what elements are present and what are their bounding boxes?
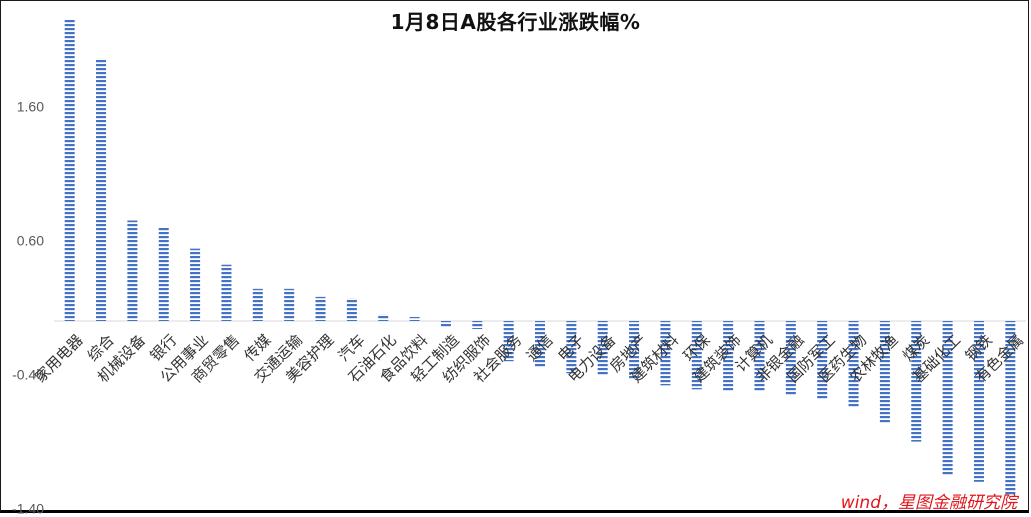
bar xyxy=(973,321,984,482)
chart-title: 1月8日A股各行业涨跌幅% xyxy=(390,10,641,34)
y-tick-label: -0.40 xyxy=(12,367,44,383)
bar xyxy=(127,220,138,321)
bar xyxy=(535,321,545,367)
bar xyxy=(1005,321,1016,496)
x-tick-label: 通信 xyxy=(523,331,557,365)
bar xyxy=(848,321,859,407)
bar xyxy=(315,296,326,321)
bar xyxy=(252,288,263,321)
y-tick-label: 0.60 xyxy=(17,233,44,249)
bar xyxy=(503,321,514,362)
bar xyxy=(817,321,828,399)
bar xyxy=(409,316,420,321)
bar xyxy=(96,58,107,322)
bar xyxy=(472,321,483,330)
bar xyxy=(190,248,201,321)
y-tick-label: -1.40 xyxy=(12,501,44,517)
y-tick-label: 1.60 xyxy=(17,99,44,115)
bar xyxy=(754,321,765,391)
bar xyxy=(440,321,451,328)
bar xyxy=(64,19,75,321)
bar xyxy=(691,321,702,390)
bar xyxy=(284,288,295,321)
bar xyxy=(942,321,953,476)
bar xyxy=(629,321,640,380)
bar xyxy=(221,264,232,321)
bar xyxy=(879,321,890,423)
watermark: wind，星图金融研究院 xyxy=(840,493,1017,513)
bar xyxy=(378,314,389,321)
bar xyxy=(911,321,922,442)
x-tick-label: 家用电器 xyxy=(31,331,86,386)
bar xyxy=(566,321,577,374)
bar xyxy=(785,321,796,395)
bar xyxy=(660,321,671,386)
bar xyxy=(597,321,608,376)
bar xyxy=(723,321,734,391)
bar xyxy=(346,298,357,321)
bar xyxy=(158,227,169,321)
